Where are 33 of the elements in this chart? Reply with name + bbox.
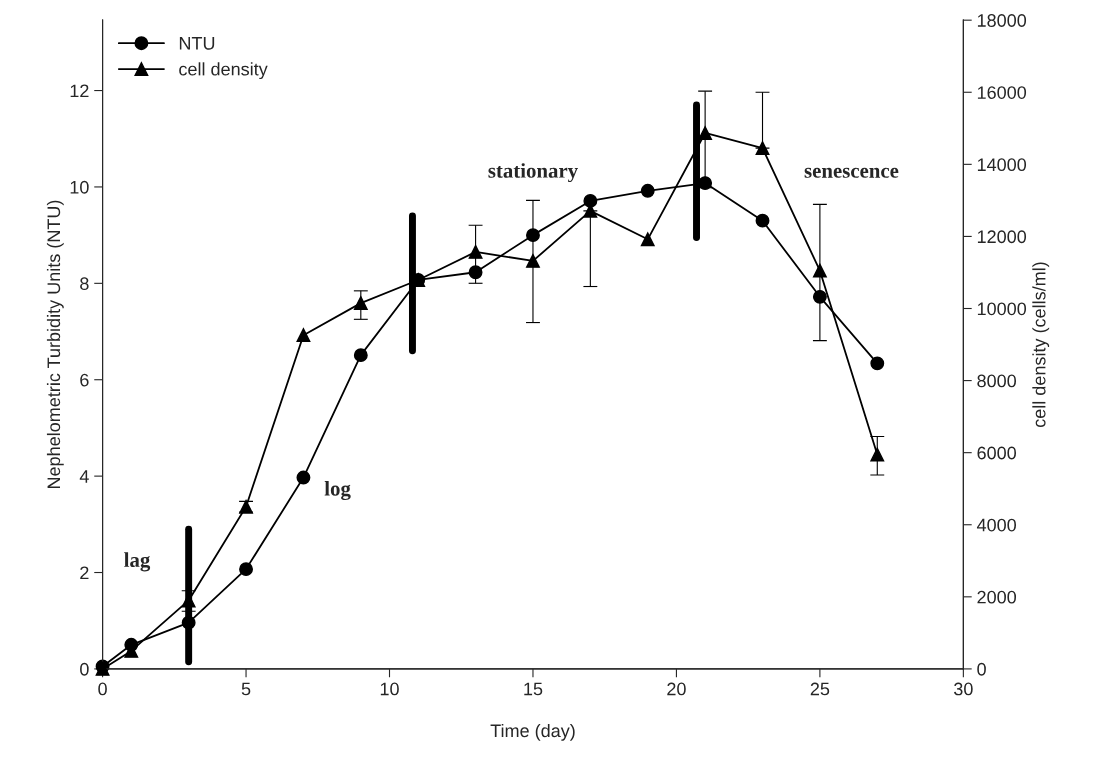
y-tick-label: 10 bbox=[70, 180, 89, 194]
y2-tick-label: 14000 bbox=[977, 158, 1027, 172]
y-tick-label: 6 bbox=[80, 373, 89, 387]
x-tick-label: 0 bbox=[98, 682, 107, 696]
y2-tick-label: 12000 bbox=[977, 230, 1027, 244]
x-tick-label: 30 bbox=[954, 682, 973, 696]
y2-tick-label: 2000 bbox=[977, 590, 1017, 604]
legend-label: NTU bbox=[179, 37, 215, 50]
x-tick-label: 15 bbox=[524, 682, 543, 696]
y2-tick-label: 8000 bbox=[977, 374, 1017, 388]
annotation: senescence bbox=[804, 167, 899, 178]
legend-label: cell density bbox=[179, 62, 268, 80]
x-tick-label: 5 bbox=[241, 682, 251, 696]
y-axis-title: Nephelometric Turbidity Units (NTU) bbox=[46, 200, 64, 489]
y2-tick-label: 18000 bbox=[977, 14, 1027, 27]
annotation: lag bbox=[124, 552, 151, 572]
x-tick-label: 10 bbox=[380, 682, 399, 696]
y-tick-label: 0 bbox=[80, 662, 89, 676]
y-tick-label: 4 bbox=[79, 470, 89, 483]
y2-tick-label: 4000 bbox=[976, 518, 1017, 532]
y2-tick-label: 0 bbox=[977, 662, 986, 676]
y-tick-label: 2 bbox=[80, 566, 89, 580]
y2-tick-label: 6000 bbox=[977, 446, 1017, 460]
y2-tick-label: 10000 bbox=[977, 302, 1027, 316]
x-tick-label: 20 bbox=[667, 682, 686, 696]
annotation: log bbox=[324, 480, 351, 501]
y2-axis-title: cell density (cells/ml) bbox=[1032, 262, 1050, 428]
x-axis-title: Time (day) bbox=[490, 723, 575, 741]
x-tick-label: 25 bbox=[810, 682, 830, 696]
annotation: stationary bbox=[488, 163, 578, 183]
y-tick-label: 8 bbox=[80, 277, 89, 291]
y2-tick-label: 16000 bbox=[977, 86, 1027, 99]
y-tick-label: 12 bbox=[70, 84, 89, 98]
